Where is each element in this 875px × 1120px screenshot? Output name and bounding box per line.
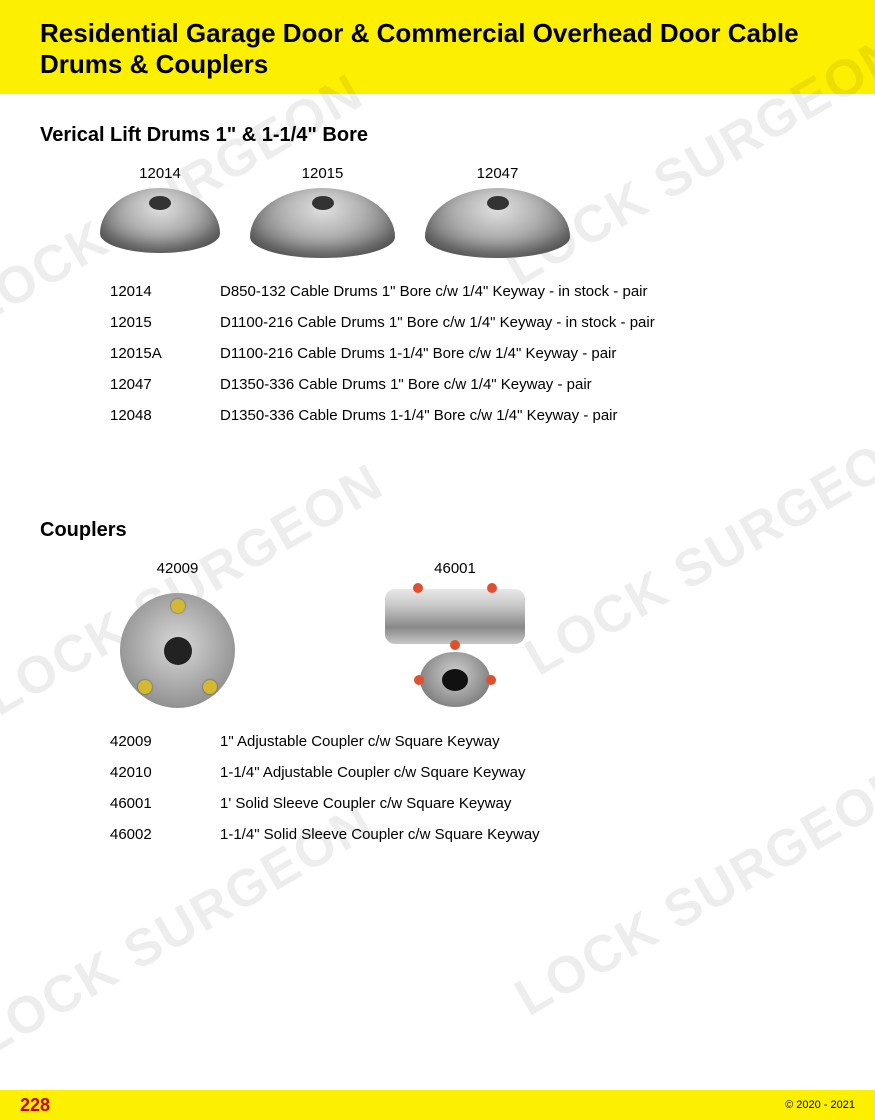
drum-image-12014 bbox=[100, 188, 220, 253]
drum-spec-table: 12014 D850-132 Cable Drums 1" Bore c/w 1… bbox=[110, 283, 835, 424]
coupler-image-46001 bbox=[385, 589, 525, 707]
spec-desc: D1350-336 Cable Drums 1-1/4" Bore c/w 1/… bbox=[220, 407, 835, 424]
product-label: 42009 bbox=[157, 560, 199, 577]
table-row: 42009 1" Adjustable Coupler c/w Square K… bbox=[110, 733, 835, 750]
section-heading-drums: Verical Lift Drums 1" & 1-1/4" Bore bbox=[40, 124, 835, 147]
product-label: 46001 bbox=[434, 560, 476, 577]
drum-product-row: 12014 12015 12047 bbox=[100, 165, 835, 258]
table-row: 12014 D850-132 Cable Drums 1" Bore c/w 1… bbox=[110, 283, 835, 300]
coupler-product-row: 42009 46001 bbox=[120, 560, 835, 708]
coupler-spec-table: 42009 1" Adjustable Coupler c/w Square K… bbox=[110, 733, 835, 843]
table-row: 12015A D1100-216 Cable Drums 1-1/4" Bore… bbox=[110, 345, 835, 362]
spec-desc: D850-132 Cable Drums 1" Bore c/w 1/4" Ke… bbox=[220, 283, 835, 300]
stud-icon bbox=[414, 675, 424, 685]
product-label: 12015 bbox=[302, 165, 344, 182]
stud-icon bbox=[450, 640, 460, 650]
bolt-icon bbox=[171, 599, 185, 613]
stud-icon bbox=[413, 583, 423, 593]
page-content: Verical Lift Drums 1" & 1-1/4" Bore 1201… bbox=[0, 94, 875, 843]
coupler-product-item: 42009 bbox=[120, 560, 235, 708]
spec-desc: D1100-216 Cable Drums 1-1/4" Bore c/w 1/… bbox=[220, 345, 835, 362]
page-header: Residential Garage Door & Commercial Ove… bbox=[0, 0, 875, 94]
spec-code: 12014 bbox=[110, 283, 220, 300]
spec-code: 12015 bbox=[110, 314, 220, 331]
spec-code: 42010 bbox=[110, 764, 220, 781]
spec-desc: D1100-216 Cable Drums 1" Bore c/w 1/4" K… bbox=[220, 314, 835, 331]
drum-product-item: 12047 bbox=[425, 165, 570, 258]
spec-desc: 1-1/4" Adjustable Coupler c/w Square Key… bbox=[220, 764, 835, 781]
spec-code: 46001 bbox=[110, 795, 220, 812]
spec-code: 12048 bbox=[110, 407, 220, 424]
stud-icon bbox=[486, 675, 496, 685]
spec-desc: D1350-336 Cable Drums 1" Bore c/w 1/4" K… bbox=[220, 376, 835, 393]
coupler-image-42009 bbox=[120, 593, 235, 708]
product-label: 12014 bbox=[139, 165, 181, 182]
spec-desc: 1" Adjustable Coupler c/w Square Keyway bbox=[220, 733, 835, 750]
spec-code: 12015A bbox=[110, 345, 220, 362]
spec-desc: 1-1/4" Solid Sleeve Coupler c/w Square K… bbox=[220, 826, 835, 843]
bolt-icon bbox=[203, 680, 217, 694]
sleeve-shape bbox=[385, 589, 525, 644]
drum-image-12047 bbox=[425, 188, 570, 258]
product-label: 12047 bbox=[477, 165, 519, 182]
page-number: 228 bbox=[20, 1095, 50, 1116]
drum-image-12015 bbox=[250, 188, 395, 258]
table-row: 46002 1-1/4" Solid Sleeve Coupler c/w Sq… bbox=[110, 826, 835, 843]
table-row: 12015 D1100-216 Cable Drums 1" Bore c/w … bbox=[110, 314, 835, 331]
section-couplers: Couplers 42009 46001 bbox=[40, 519, 835, 843]
bolt-icon bbox=[138, 680, 152, 694]
drum-product-item: 12014 bbox=[100, 165, 220, 253]
table-row: 12047 D1350-336 Cable Drums 1" Bore c/w … bbox=[110, 376, 835, 393]
copyright-text: © 2020 - 2021 bbox=[785, 1099, 855, 1111]
table-row: 46001 1' Solid Sleeve Coupler c/w Square… bbox=[110, 795, 835, 812]
table-row: 42010 1-1/4" Adjustable Coupler c/w Squa… bbox=[110, 764, 835, 781]
spec-code: 12047 bbox=[110, 376, 220, 393]
ring-shape bbox=[420, 652, 490, 707]
page-footer: 228 © 2020 - 2021 bbox=[0, 1090, 875, 1120]
section-heading-couplers: Couplers bbox=[40, 519, 835, 542]
page-title: Residential Garage Door & Commercial Ove… bbox=[40, 18, 835, 80]
spec-desc: 1' Solid Sleeve Coupler c/w Square Keywa… bbox=[220, 795, 835, 812]
spec-code: 42009 bbox=[110, 733, 220, 750]
spec-code: 46002 bbox=[110, 826, 220, 843]
table-row: 12048 D1350-336 Cable Drums 1-1/4" Bore … bbox=[110, 407, 835, 424]
stud-icon bbox=[487, 583, 497, 593]
coupler-product-item: 46001 bbox=[385, 560, 525, 707]
drum-product-item: 12015 bbox=[250, 165, 395, 258]
